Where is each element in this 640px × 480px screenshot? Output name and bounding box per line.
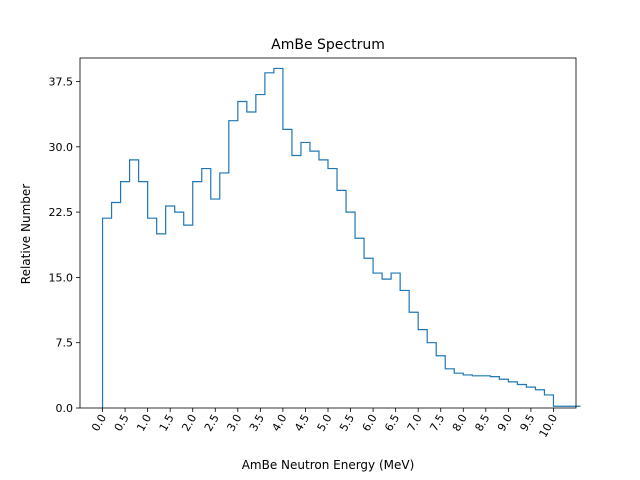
x-tick-label: 9.5 bbox=[517, 412, 537, 434]
x-tick-label: 0.0 bbox=[89, 412, 109, 434]
x-tick-label: 5.0 bbox=[315, 412, 335, 434]
x-tick-label: 1.0 bbox=[134, 412, 154, 434]
y-axis: 0.0 7.5 15.0 22.5 30.0 37.5 bbox=[49, 76, 80, 415]
plot-area bbox=[79, 57, 581, 409]
y-tick-label: 30.0 bbox=[49, 141, 74, 154]
x-tick-label: 6.5 bbox=[382, 412, 402, 434]
plot-frame bbox=[79, 57, 577, 409]
x-tick-label: 6.0 bbox=[360, 412, 380, 434]
x-tick-label: 3.5 bbox=[247, 412, 267, 434]
x-tick-label: 0.5 bbox=[112, 412, 132, 434]
y-tick-label: 15.0 bbox=[49, 271, 74, 284]
x-tick-label: 5.5 bbox=[337, 412, 357, 434]
y-tick-label: 22.5 bbox=[49, 206, 74, 219]
y-axis-label: Relative Number bbox=[19, 184, 33, 284]
x-tick-label: 9.0 bbox=[495, 412, 515, 434]
x-axis: 0.0 0.5 1.0 1.5 2.0 2.5 3.0 3.5 4.0 4.5 5.0 5.5 6.0 6… bbox=[89, 408, 560, 440]
x-tick-label: 10.0 bbox=[537, 412, 561, 440]
y-tick-label: 0.0 bbox=[56, 402, 74, 415]
x-tick-label: 7.5 bbox=[427, 412, 447, 434]
y-tick-label: 7.5 bbox=[56, 337, 74, 350]
x-tick-label: 1.5 bbox=[157, 412, 177, 434]
series-line bbox=[101, 67, 581, 408]
x-tick-label: 8.0 bbox=[450, 412, 470, 434]
x-tick-label: 4.0 bbox=[269, 412, 289, 434]
x-tick-label: 8.5 bbox=[472, 412, 492, 434]
x-tick-label: 2.5 bbox=[202, 412, 222, 434]
x-tick-label: 4.5 bbox=[292, 412, 312, 434]
x-tick-label: 2.0 bbox=[179, 412, 199, 434]
x-tick-label: 3.0 bbox=[224, 412, 244, 434]
y-tick-label: 37.5 bbox=[49, 76, 74, 89]
x-tick-label: 7.0 bbox=[405, 412, 425, 434]
chart-title: AmBe Spectrum bbox=[271, 37, 385, 53]
x-axis-label: AmBe Neutron Energy (MeV) bbox=[242, 458, 415, 472]
